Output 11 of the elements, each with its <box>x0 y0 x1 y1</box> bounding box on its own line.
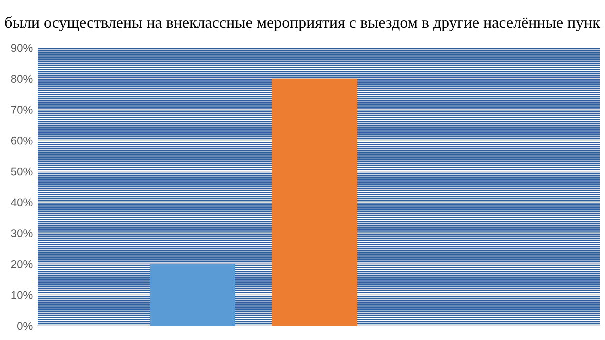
y-tick-label: 80% <box>11 75 33 84</box>
y-tick-label: 50% <box>11 168 33 176</box>
y-tick-label: 60% <box>11 136 33 145</box>
y-tick-label: 90% <box>11 44 33 52</box>
y-tick-label: 40% <box>11 198 33 207</box>
chart-title: были осуществлены на внеклассные мероприятия с выездом в другие населённые пунк <box>5 16 600 32</box>
y-tick-label: 70% <box>11 106 33 114</box>
y-tick-label: 10% <box>12 291 33 300</box>
y-tick-label: 0% <box>18 322 33 330</box>
y-tick-label: 20% <box>11 260 33 268</box>
y-tick-label: 30% <box>11 230 33 238</box>
